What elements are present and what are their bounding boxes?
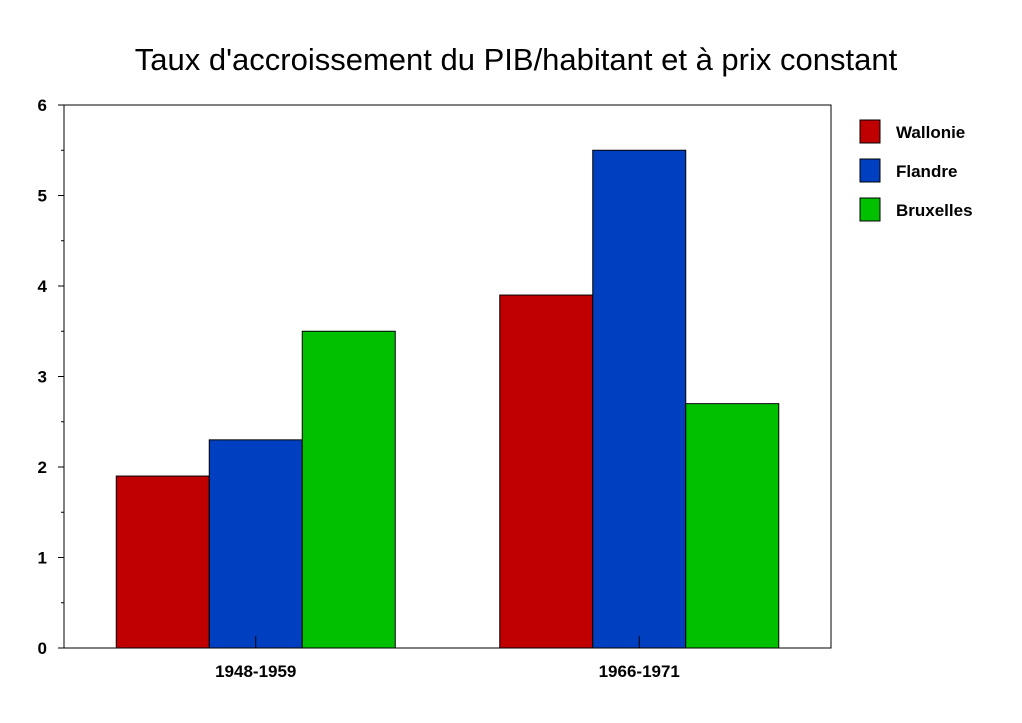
chart-title: Taux d'accroissement du PIB/habitant et … [134, 42, 898, 77]
legend-label-bruxelles: Bruxelles [896, 201, 973, 220]
y-tick-label: 4 [38, 277, 48, 296]
y-tick-label: 1 [38, 549, 47, 568]
x-tick-label: 1948-1959 [215, 662, 296, 681]
legend: Wallonie Flandre Bruxelles [859, 119, 973, 222]
x-tick-label: 1966-1971 [599, 662, 680, 681]
bar-wallonie-1966-1971 [499, 294, 594, 649]
bar-bruxelles-1966-1971 [685, 403, 780, 649]
legend-label-flandre: Flandre [896, 162, 957, 181]
legend-label-wallonie: Wallonie [896, 123, 965, 142]
y-tick-label: 5 [38, 187, 47, 206]
bar-wallonie-1948-1959 [115, 475, 210, 649]
y-tick-label: 3 [38, 368, 47, 387]
legend-swatch-wallonie [859, 119, 881, 144]
y-tick-label: 0 [38, 639, 47, 658]
legend-swatch-bruxelles [859, 197, 881, 222]
y-tick-label: 2 [38, 458, 47, 477]
y-tick-label: 6 [38, 96, 47, 115]
legend-swatch-flandre [859, 158, 881, 183]
bar-flandre-1966-1971 [592, 149, 687, 649]
bar-flandre-1948-1959 [208, 439, 303, 649]
plot-area: 0 1 2 3 4 5 6 1948-1959 1966-1971 [38, 96, 832, 681]
bar-bruxelles-1948-1959 [301, 330, 396, 649]
